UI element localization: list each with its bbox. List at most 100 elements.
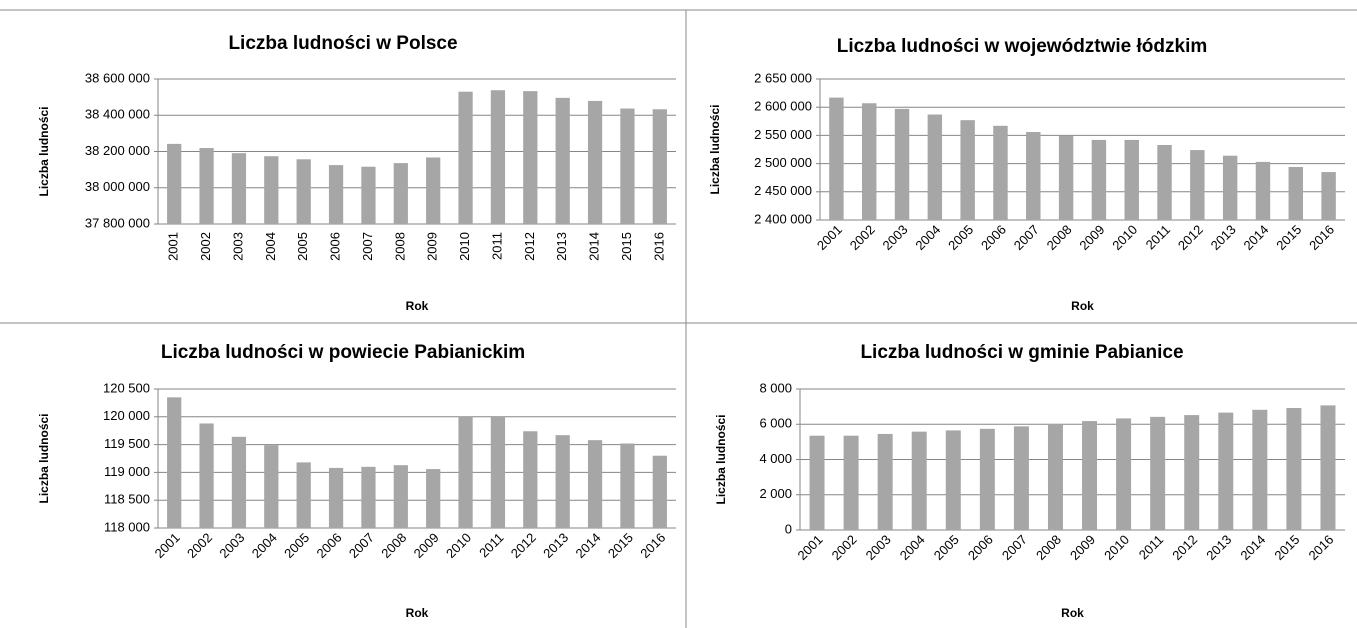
bar (264, 445, 279, 528)
bar (296, 462, 311, 528)
bar (1218, 412, 1234, 530)
bar (809, 435, 825, 530)
bar (458, 416, 473, 528)
bar (328, 165, 344, 224)
bar (1124, 139, 1139, 220)
x-tick-label: 2001 (166, 232, 181, 261)
bar (199, 148, 214, 224)
x-tick-label: 2016 (651, 232, 666, 261)
y-tick-label: 38 400 000 (85, 107, 150, 122)
x-tick-label: 2010 (457, 232, 472, 261)
bar (167, 143, 182, 224)
bar (167, 397, 182, 528)
y-axis-title: Liczba ludności (37, 413, 51, 503)
bar (555, 97, 570, 224)
bar (1013, 426, 1029, 530)
y-tick-label: 2 400 000 (754, 211, 812, 226)
bar (979, 428, 995, 530)
bar (993, 125, 1008, 220)
bar (1320, 405, 1336, 530)
x-tick-label: 2012 (522, 232, 537, 261)
bar (652, 455, 667, 528)
y-tick-label: 2 600 000 (754, 99, 812, 114)
y-axis-title: Liczba ludności (37, 106, 51, 196)
y-tick-label: 8 000 (759, 380, 792, 395)
bar (652, 109, 667, 224)
bar (426, 157, 441, 224)
bar (490, 90, 506, 224)
bar (523, 91, 538, 224)
bar (490, 416, 506, 528)
x-tick-label: 2007 (360, 232, 375, 261)
x-tick-label: 2006 (328, 232, 343, 261)
y-axis-title: Liczba ludności (714, 414, 728, 504)
y-tick-label: 38 200 000 (85, 143, 150, 158)
y-tick-label: 119 500 (104, 436, 150, 451)
bar (862, 103, 877, 220)
x-tick-label: 2009 (425, 232, 440, 261)
y-tick-label: 6 000 (759, 416, 792, 431)
bar (523, 431, 538, 528)
x-tick-label: 2002 (198, 232, 213, 261)
bar (911, 431, 927, 530)
chart-title: Liczba ludności w powiecie Pabianickim (161, 342, 525, 363)
chart-title: Liczba ludności w Polsce (228, 33, 457, 54)
x-axis-title: Rok (406, 299, 429, 313)
bar (393, 163, 408, 224)
y-tick-label: 2 000 (759, 486, 792, 501)
bar (945, 430, 961, 530)
y-tick-label: 2 450 000 (754, 183, 812, 198)
bar (231, 153, 247, 224)
bar (1252, 409, 1268, 530)
bar (361, 466, 376, 528)
bar (555, 435, 570, 528)
x-axis-title: Rok (1061, 606, 1084, 620)
bar (1091, 139, 1107, 220)
x-tick-label: 2004 (263, 232, 278, 261)
bar (199, 423, 214, 528)
bar (393, 465, 408, 528)
bar (1321, 172, 1336, 220)
chart-title: Liczba ludności w gminie Pabianice (860, 342, 1183, 363)
bar (1286, 408, 1302, 530)
bar (587, 100, 603, 224)
bar (458, 91, 473, 224)
x-tick-label: 2005 (295, 232, 310, 261)
bar (927, 114, 943, 220)
bar (1150, 416, 1166, 530)
bar (960, 120, 975, 220)
y-tick-label: 37 800 000 (85, 215, 150, 230)
bar (1026, 132, 1041, 220)
x-tick-label: 2008 (392, 232, 407, 261)
x-tick-label: 2013 (554, 232, 569, 261)
bar (829, 97, 844, 220)
y-tick-label: 2 650 000 (754, 70, 812, 85)
bar (1116, 418, 1132, 530)
x-tick-label: 2003 (230, 232, 245, 261)
y-axis-title: Liczba ludności (708, 104, 722, 194)
bar (894, 108, 910, 220)
bar (1047, 424, 1063, 530)
bar (231, 436, 247, 528)
y-tick-label: 38 000 000 (85, 179, 150, 194)
bar (1288, 166, 1303, 220)
bar (620, 108, 635, 224)
bar (1058, 135, 1074, 220)
y-tick-label: 118 500 (104, 492, 150, 507)
bar (1190, 150, 1205, 220)
bar (361, 166, 376, 224)
bar (264, 156, 279, 224)
y-tick-label: 4 000 (759, 451, 792, 466)
x-tick-label: 2011 (489, 232, 504, 260)
chart-title: Liczba ludności w województwie łódzkim (837, 36, 1208, 57)
y-tick-label: 120 500 (103, 380, 150, 395)
bar (1222, 155, 1238, 220)
bar (620, 443, 635, 528)
x-axis-title: Rok (1071, 299, 1094, 313)
y-tick-label: 120 000 (103, 408, 150, 423)
bar (843, 435, 859, 530)
bar (328, 467, 344, 528)
x-tick-label: 2015 (619, 232, 634, 261)
y-tick-label: 0 (785, 521, 792, 536)
